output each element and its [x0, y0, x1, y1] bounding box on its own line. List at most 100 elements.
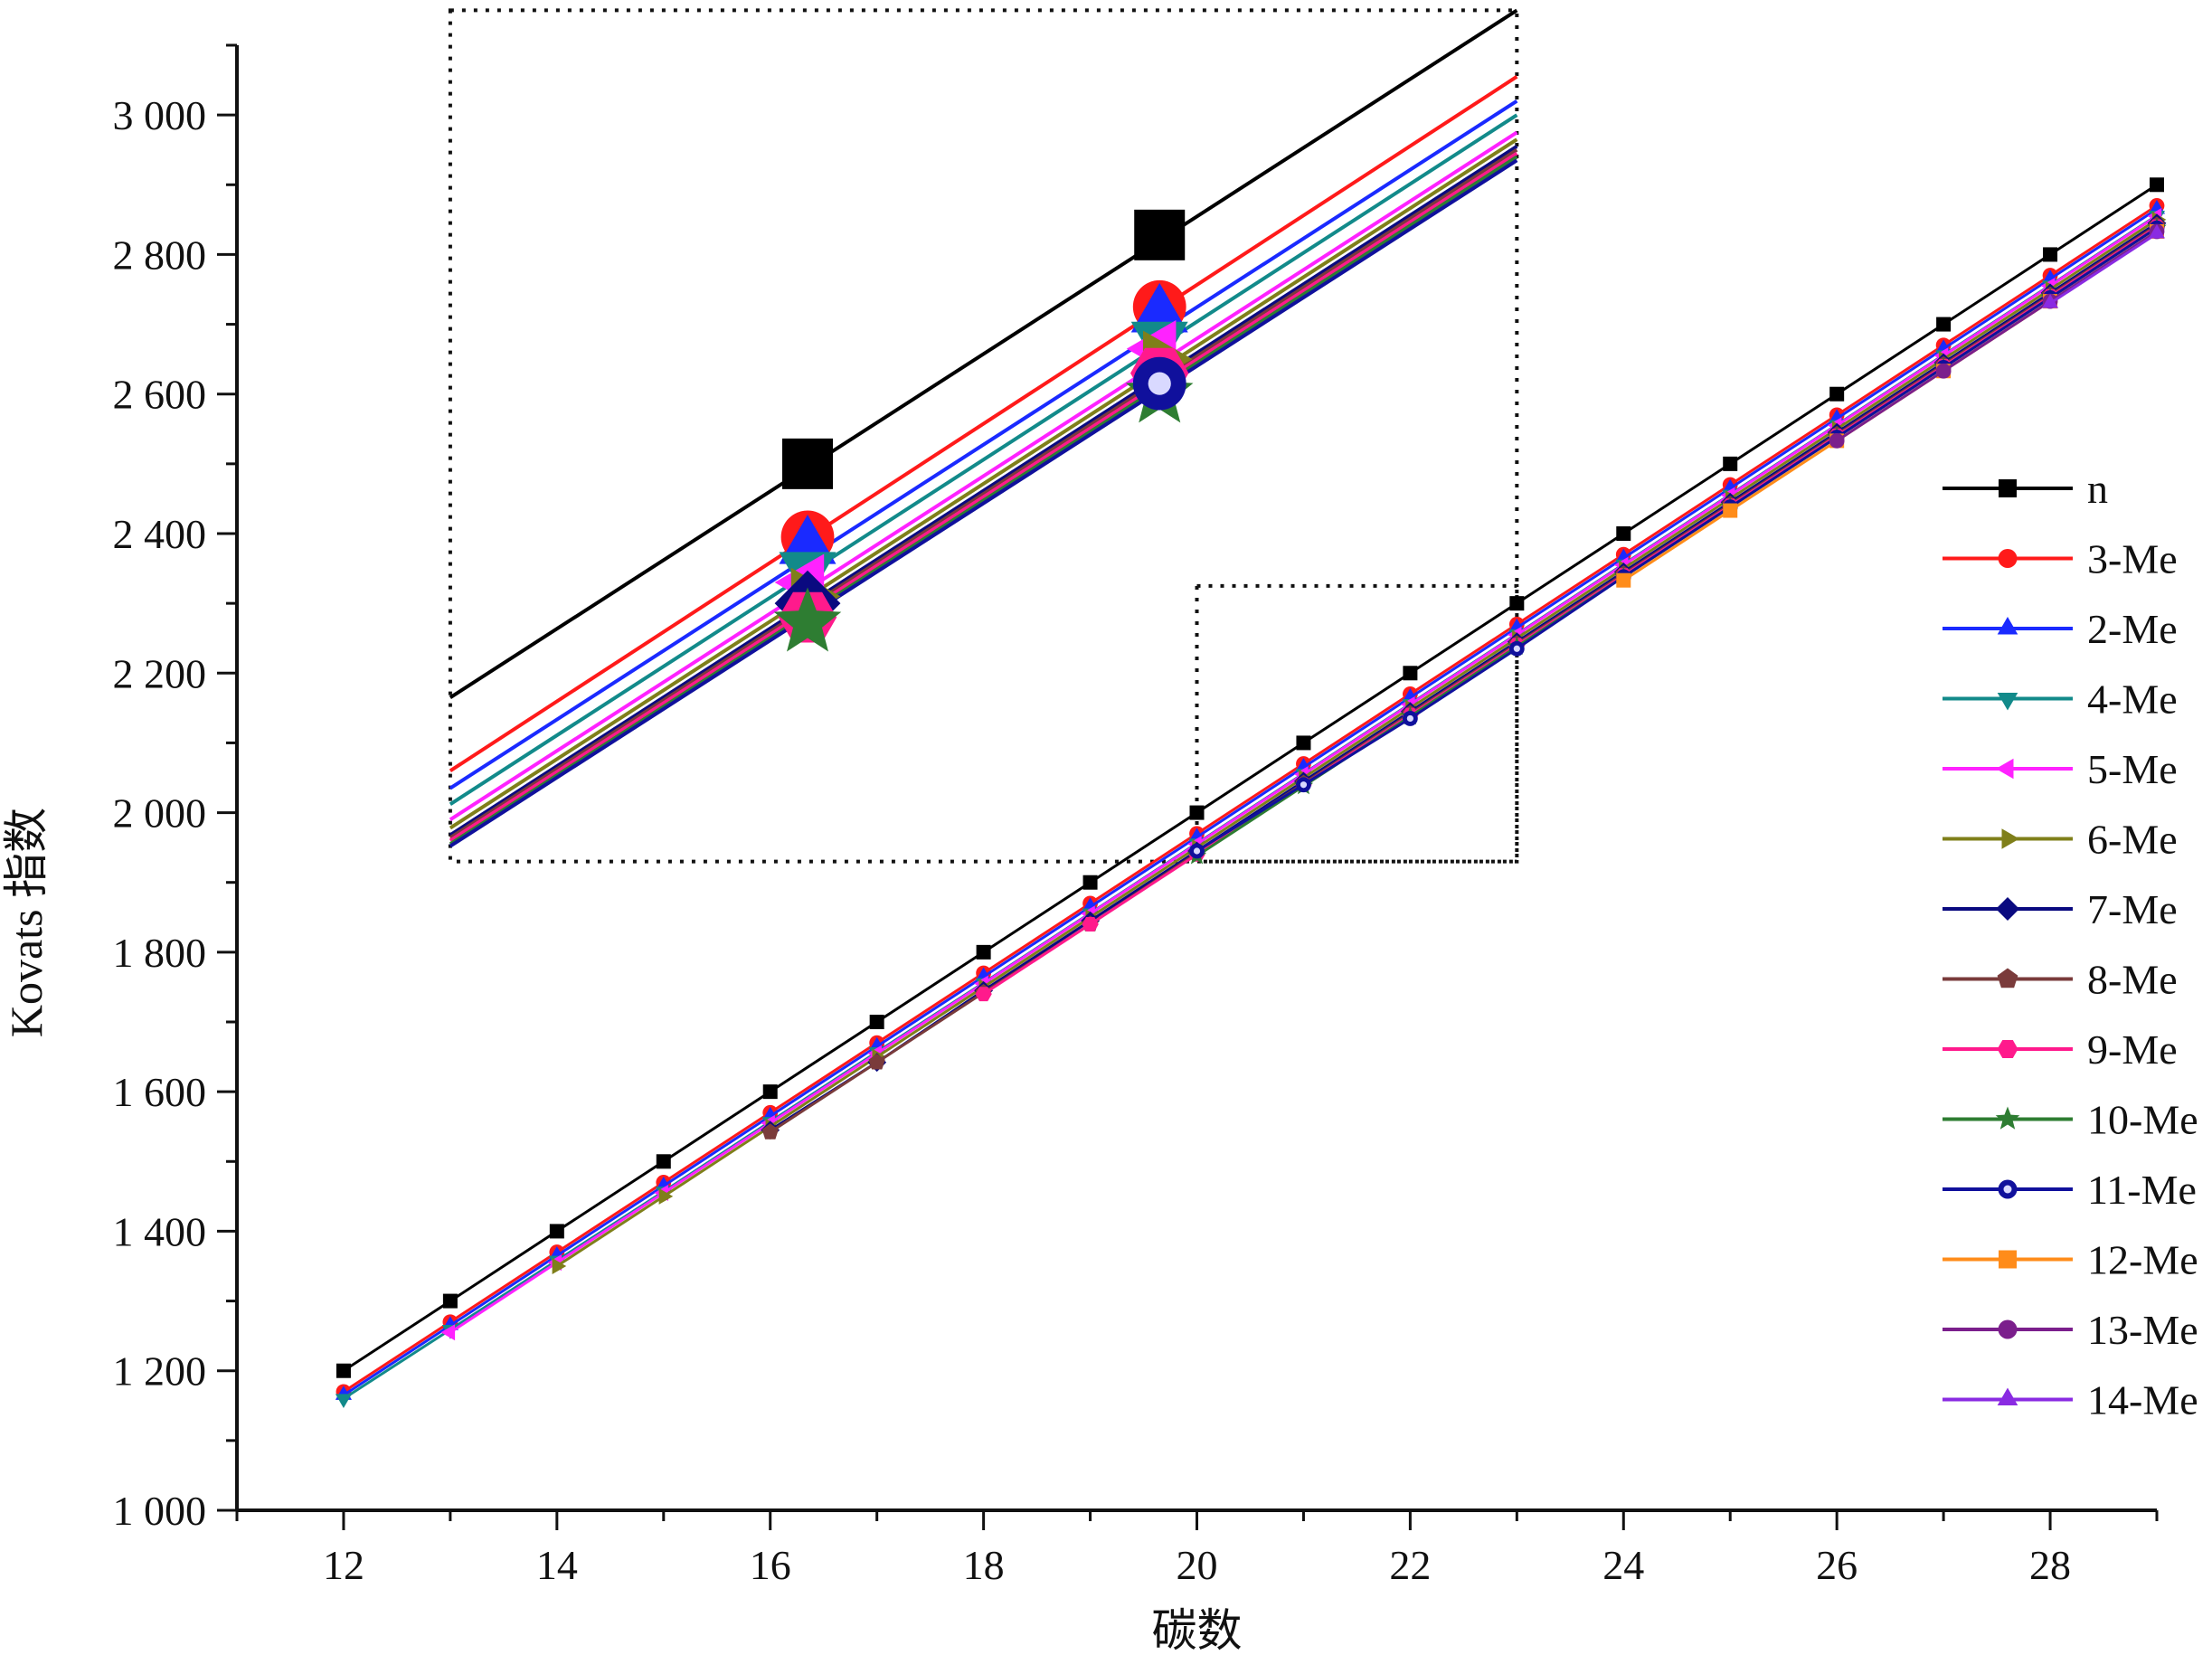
legend-item-7-Me: 7-Me — [1943, 886, 2178, 932]
series-line-2-Me — [343, 208, 2158, 1396]
axes: 1 000 1 200 1 400 1 600 1 800 2 000 2 200 2 400… — [113, 43, 2159, 1588]
legend: n 3-Me 2-Me 4-Me 5-Me 6-Me 7-Me 8-Me 9-Me 10-Me 11… — [1943, 466, 2198, 1423]
inset-marker-x19-2-Me — [1130, 282, 1188, 333]
inset-marker-x16-10-Me — [773, 587, 842, 652]
data-point-n — [1509, 596, 1525, 611]
series-line-7-Me — [769, 222, 2158, 1131]
legend-item-9-Me: 9-Me — [1943, 1026, 2178, 1073]
inset-marker-x16-n — [782, 438, 834, 489]
inset-source-box — [1195, 583, 1519, 864]
legend-item-13-Me: 13-Me — [1943, 1307, 2198, 1353]
data-point-11-Me-center — [1300, 781, 1308, 789]
legend-swatch-marker — [1997, 968, 2018, 988]
series-line-11-Me — [1196, 226, 2158, 853]
legend-label: 4-Me — [2087, 676, 2178, 723]
legend-item-10-Me: 10-Me — [1943, 1097, 2198, 1143]
y-tick-label: 1 200 — [113, 1348, 207, 1395]
y-tick-label: 3 000 — [113, 92, 207, 138]
legend-swatch-marker — [1997, 1387, 2018, 1405]
data-point-n — [762, 1084, 778, 1100]
legend-swatch-marker — [1995, 1106, 2020, 1130]
data-point-6-Me — [658, 1187, 674, 1205]
y-axis-title: Kovats 指数 — [1, 808, 52, 1037]
inset-line-4-Me — [449, 113, 1518, 806]
x-tick-label: 26 — [1816, 1542, 1858, 1588]
data-point-11-Me-center — [1406, 714, 1413, 723]
legend-item-2-Me: 2-Me — [1943, 606, 2178, 652]
legend-label: 2-Me — [2087, 606, 2178, 652]
series-lines — [335, 177, 2167, 1408]
x-tick-label: 14 — [536, 1542, 578, 1588]
data-point-n — [976, 944, 991, 960]
data-point-n — [1296, 735, 1311, 751]
legend-label: 14-Me — [2087, 1377, 2198, 1423]
legend-label: 8-Me — [2087, 957, 2178, 1003]
data-point-11-Me-center — [1193, 847, 1201, 855]
data-point-n — [1829, 386, 1845, 402]
series-line-3-Me — [343, 204, 2158, 1394]
data-point-n — [549, 1224, 564, 1239]
data-point-12-Me — [1616, 572, 1631, 588]
data-point-5-Me — [440, 1324, 456, 1341]
legend-item-6-Me: 6-Me — [1943, 817, 2178, 863]
legend-label: 7-Me — [2087, 886, 2178, 932]
series-2-Me — [335, 199, 2165, 1400]
legend-swatch-marker — [1996, 758, 2014, 780]
x-tick-label: 20 — [1177, 1542, 1218, 1588]
data-point-13-Me — [1829, 433, 1845, 449]
legend-item-n: n — [1943, 466, 2108, 512]
data-point-8-Me — [868, 1054, 885, 1070]
x-tick-label: 24 — [1602, 1542, 1644, 1588]
legend-swatch-marker — [1999, 1250, 2017, 1269]
data-point-n — [1403, 666, 1418, 681]
legend-label: 10-Me — [2087, 1097, 2198, 1143]
y-tick-label: 1 000 — [113, 1488, 207, 1534]
legend-swatch-marker — [1999, 479, 2017, 497]
legend-swatch-marker-center — [2003, 1185, 2012, 1194]
legend-label: 3-Me — [2087, 536, 2178, 582]
inset-line-11-Me — [449, 158, 1518, 848]
series-line-13-Me — [1836, 230, 2158, 442]
y-tick-label: 1 600 — [113, 1069, 207, 1115]
data-point-n — [442, 1293, 458, 1309]
inset-line-8-Me — [449, 148, 1518, 840]
data-point-n — [869, 1015, 884, 1029]
x-tick-label: 28 — [2029, 1542, 2071, 1588]
y-tick-label: 1 400 — [113, 1208, 207, 1254]
series-line-6-Me — [555, 218, 2158, 1268]
legend-item-12-Me: 12-Me — [1943, 1237, 2198, 1283]
x-tick-label: 16 — [750, 1542, 791, 1588]
legend-item-8-Me: 8-Me — [1943, 957, 2178, 1003]
data-point-4-Me — [335, 1394, 352, 1408]
legend-label: 13-Me — [2087, 1307, 2198, 1353]
inset-line-9-Me — [449, 151, 1518, 843]
legend-label: 12-Me — [2087, 1237, 2198, 1283]
legend-item-4-Me: 4-Me — [1943, 676, 2178, 723]
y-tick-label: 2 000 — [113, 790, 207, 837]
data-point-n — [1723, 456, 1738, 471]
y-tick-label: 2 600 — [113, 372, 207, 418]
y-tick-label: 2 800 — [113, 232, 207, 278]
legend-swatch-marker — [1996, 897, 2019, 921]
inset-frame — [448, 8, 1519, 864]
data-point-14-Me — [2149, 223, 2165, 239]
inset-line-7-Me — [449, 145, 1518, 837]
x-tick-label: 18 — [963, 1542, 1005, 1588]
data-point-9-Me — [1082, 917, 1099, 932]
series-13-Me — [1829, 223, 2165, 449]
data-point-13-Me — [1935, 363, 1952, 379]
data-point-n — [1082, 875, 1098, 890]
y-tick-label: 2 400 — [113, 511, 207, 557]
series-line-14-Me — [2049, 232, 2158, 305]
inset-line-5-Me — [449, 130, 1518, 821]
zoom-inset — [448, 8, 1519, 864]
data-point-n — [1616, 526, 1631, 541]
data-point-12-Me — [1723, 503, 1738, 518]
data-point-6-Me — [552, 1258, 567, 1274]
data-point-n — [656, 1154, 671, 1169]
data-point-14-Me — [2042, 294, 2059, 308]
series-n — [336, 177, 2164, 1378]
legend-item-14-Me: 14-Me — [1943, 1377, 2198, 1423]
data-point-n — [2043, 247, 2058, 262]
